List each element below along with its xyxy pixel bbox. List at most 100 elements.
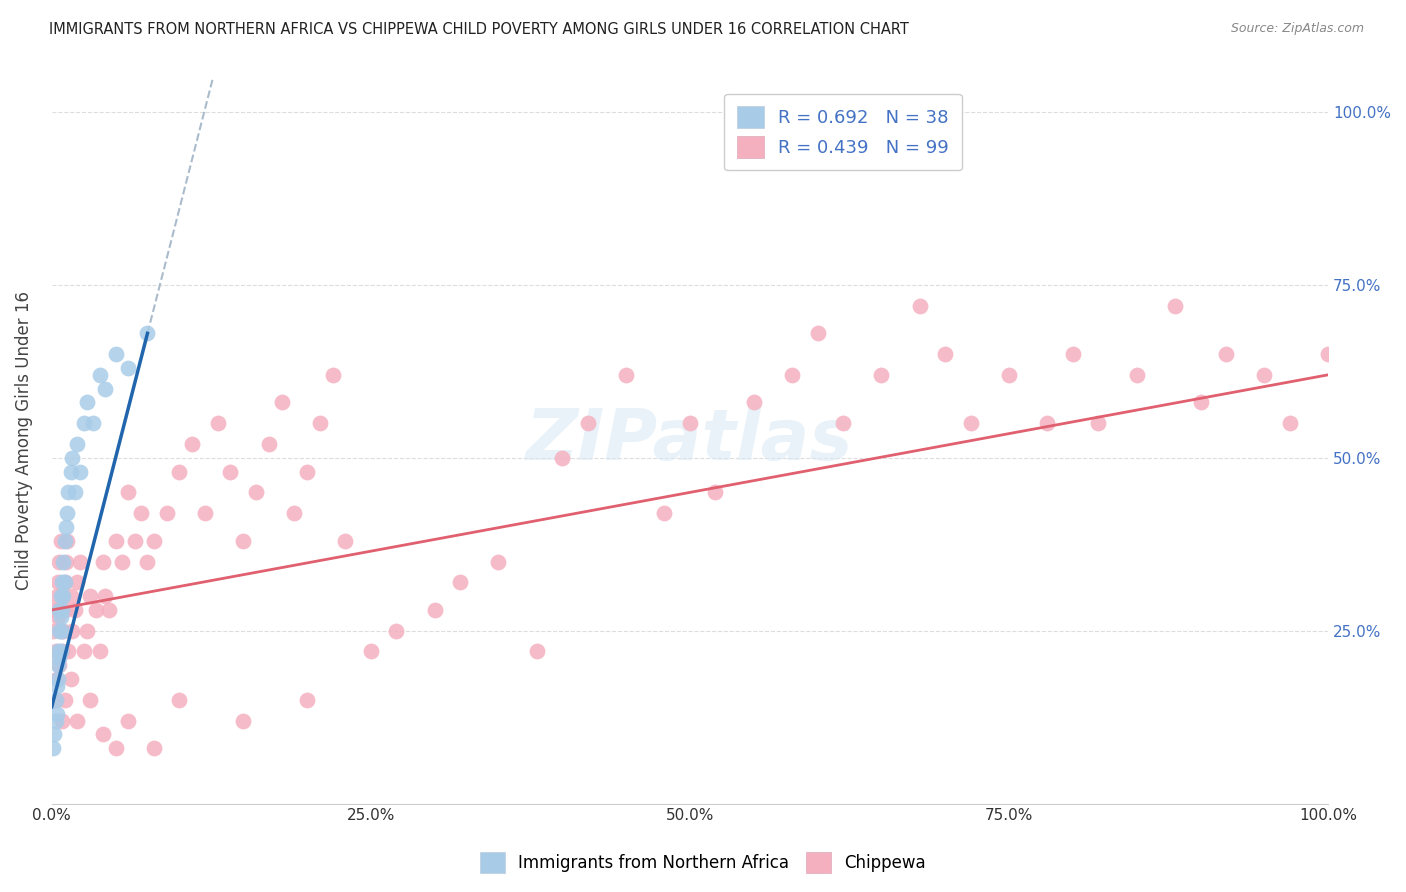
Point (169, 693, 191, 707)
Point (49, 610, 72, 624)
Point (1062, 347, 1084, 361)
Point (53, 575, 76, 590)
Point (207, 416, 229, 430)
Point (53, 533, 76, 548)
Point (45, 672, 67, 686)
Point (832, 416, 855, 430)
Point (59, 672, 82, 686)
Point (48, 603, 70, 617)
Point (63, 603, 86, 617)
Point (58, 644, 80, 658)
Point (194, 506, 217, 520)
Point (934, 347, 956, 361)
Point (385, 624, 408, 638)
Point (129, 506, 152, 520)
Point (959, 416, 981, 430)
Point (1125, 368, 1147, 382)
Point (58, 485, 80, 500)
Point (136, 326, 159, 341)
Point (295, 465, 318, 479)
Point (45, 693, 67, 707)
Point (551, 450, 574, 465)
Point (283, 506, 305, 520)
Point (49, 589, 72, 603)
Point (806, 326, 828, 341)
Text: ZIPatlas: ZIPatlas (526, 406, 853, 475)
Point (1087, 416, 1109, 430)
Point (45, 644, 67, 658)
Point (654, 506, 676, 520)
Legend: R = 0.692   N = 38, R = 0.439   N = 99: R = 0.692 N = 38, R = 0.439 N = 99 (724, 94, 962, 170)
Point (1317, 347, 1340, 361)
Point (45, 693, 67, 707)
Point (488, 555, 510, 569)
Point (94, 382, 117, 396)
Point (56, 533, 79, 548)
Point (60, 450, 83, 465)
Point (46, 644, 69, 658)
Point (51, 589, 73, 603)
Point (52, 624, 75, 638)
Point (156, 506, 179, 520)
Point (49, 624, 72, 638)
Point (169, 465, 191, 479)
Point (48, 658, 70, 673)
Point (94, 589, 117, 603)
Point (870, 368, 893, 382)
Y-axis label: Child Poverty Among Girls Under 16: Child Poverty Among Girls Under 16 (15, 291, 32, 590)
Point (42, 624, 65, 638)
Point (46, 658, 69, 673)
Point (232, 533, 254, 548)
Point (60, 624, 83, 638)
Point (124, 533, 146, 548)
Point (48, 555, 70, 569)
Point (998, 368, 1021, 382)
Point (449, 575, 471, 590)
Point (104, 533, 127, 548)
Point (704, 485, 727, 500)
Point (51, 575, 73, 590)
Point (51, 603, 73, 617)
Point (45, 714, 67, 728)
Legend: Immigrants from Northern Africa, Chippewa: Immigrants from Northern Africa, Chippew… (474, 846, 932, 880)
Point (45, 589, 67, 603)
Point (42, 741, 65, 756)
Point (53, 575, 76, 590)
Point (89, 368, 111, 382)
Point (1164, 299, 1187, 313)
Point (55, 520, 77, 534)
Point (53, 693, 76, 707)
Point (63, 485, 86, 500)
Point (79, 589, 101, 603)
Point (117, 714, 139, 728)
Point (142, 741, 165, 756)
Point (44, 603, 66, 617)
Point (117, 360, 139, 375)
Point (1189, 395, 1212, 409)
Point (219, 465, 242, 479)
Point (270, 395, 292, 409)
Point (1036, 416, 1059, 430)
Point (51, 624, 73, 638)
Point (45, 706, 67, 721)
Point (614, 368, 637, 382)
Point (76, 395, 98, 409)
Point (46, 575, 69, 590)
Point (232, 714, 254, 728)
Point (51, 644, 73, 658)
Point (56, 506, 79, 520)
Point (46, 672, 69, 686)
Point (48, 603, 70, 617)
Point (79, 693, 101, 707)
Point (89, 644, 111, 658)
Point (44, 727, 66, 741)
Point (245, 485, 267, 500)
Point (181, 437, 204, 451)
Point (423, 603, 446, 617)
Point (66, 714, 89, 728)
Point (136, 555, 159, 569)
Point (82, 416, 104, 430)
Point (73, 416, 96, 430)
Point (295, 693, 318, 707)
Point (52, 555, 75, 569)
